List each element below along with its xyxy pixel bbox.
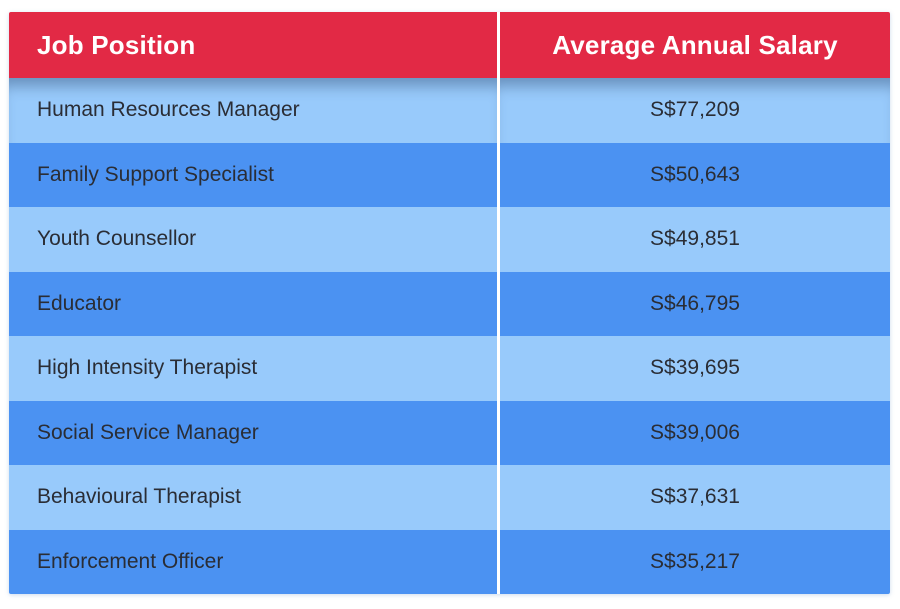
table-cell-salary: S$49,851: [500, 207, 890, 272]
table-cell-salary: S$35,217: [500, 529, 890, 594]
table-cell-salary: S$77,209: [500, 78, 890, 143]
table-cell-salary: S$39,695: [500, 336, 890, 401]
table-cell-position: Enforcement Officer: [9, 529, 497, 594]
table-cell-salary: S$39,006: [500, 400, 890, 465]
column-header-average-annual-salary: Average Annual Salary: [500, 12, 890, 78]
table-cell-position: Social Service Manager: [9, 400, 497, 465]
table-cell-position: Youth Counsellor: [9, 207, 497, 272]
table-cell-position: Educator: [9, 271, 497, 336]
table-cell-position: Behavioural Therapist: [9, 465, 497, 530]
table-cell-salary: S$50,643: [500, 142, 890, 207]
table-cell-position: High Intensity Therapist: [9, 336, 497, 401]
table-cell-salary: S$37,631: [500, 465, 890, 530]
table-cell-salary: S$46,795: [500, 271, 890, 336]
table-cell-position: Family Support Specialist: [9, 142, 497, 207]
salary-table: Job Position Average Annual Salary Human…: [9, 12, 890, 594]
table-cell-position: Human Resources Manager: [9, 78, 497, 143]
column-header-job-position: Job Position: [9, 12, 497, 78]
